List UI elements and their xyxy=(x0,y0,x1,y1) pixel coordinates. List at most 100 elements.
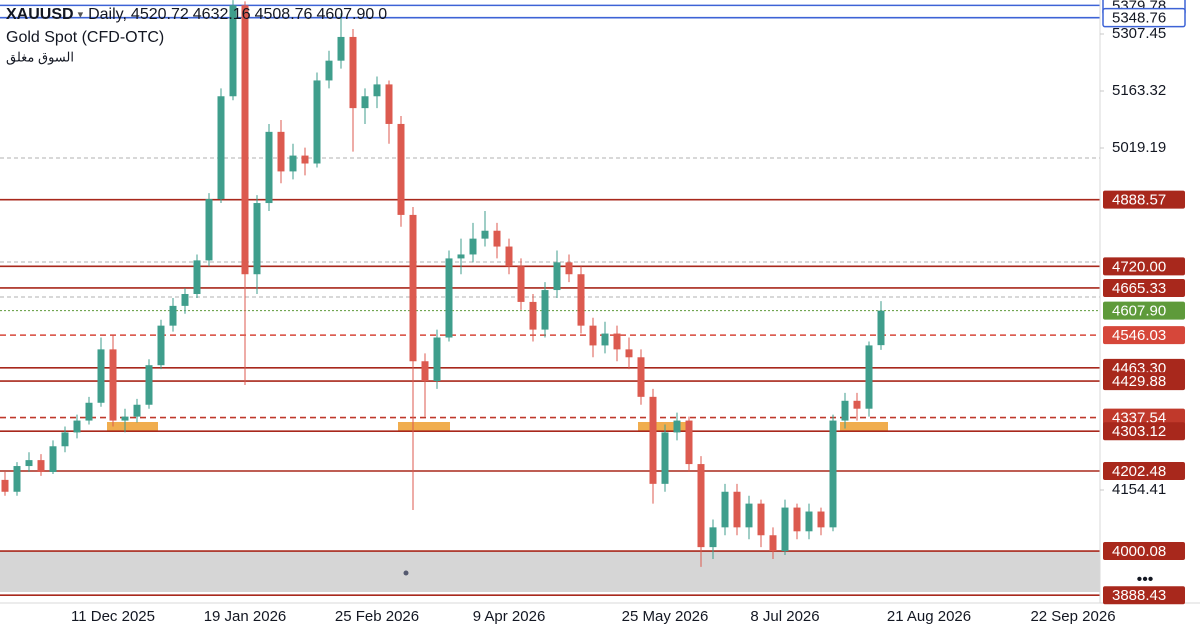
candle-body xyxy=(457,254,465,259)
zone-marker xyxy=(840,422,888,431)
candle-body xyxy=(85,402,93,421)
candle-body xyxy=(157,325,165,366)
market-status: السوق مغلق xyxy=(6,49,74,65)
candle-body xyxy=(361,96,369,109)
candle-body xyxy=(709,527,717,548)
low: 4508.76 xyxy=(255,6,313,23)
candle-body xyxy=(169,305,177,326)
candle-body xyxy=(817,511,825,528)
candle-body xyxy=(229,5,237,97)
x-tick-label: 22 Sep 2026 xyxy=(1030,608,1115,625)
more-menu[interactable]: ••• xyxy=(1137,571,1154,588)
candle-body xyxy=(397,123,405,215)
candle-body xyxy=(301,155,309,164)
candle-body xyxy=(721,491,729,528)
candle-body xyxy=(445,258,453,338)
level-box xyxy=(1103,586,1185,605)
dropdown-icon[interactable]: ▾ xyxy=(78,9,84,21)
candle-body xyxy=(1,479,9,492)
open: 4520.72 xyxy=(131,6,189,23)
level-label: 4546.03 xyxy=(1112,327,1166,344)
candle-body xyxy=(433,337,441,382)
candle-body xyxy=(313,80,321,164)
x-tick-label: 25 Feb 2026 xyxy=(335,608,419,625)
candle-body xyxy=(337,36,345,61)
subtitle: Gold Spot (CFD-OTC) xyxy=(6,29,164,46)
level-box xyxy=(1102,7,1186,28)
candle-body xyxy=(673,420,681,433)
last-price-label: 4607.90 xyxy=(1112,303,1166,320)
candle-body xyxy=(49,446,57,472)
y-tick-label: 5019.19 xyxy=(1112,139,1166,156)
candle-body xyxy=(325,60,333,81)
level-box xyxy=(1103,542,1185,561)
candle-body xyxy=(205,199,213,261)
x-tick-label: 25 May 2026 xyxy=(622,608,709,625)
candle-body xyxy=(253,203,261,275)
candle-body xyxy=(637,357,645,397)
level-box xyxy=(1103,372,1185,391)
candle-body xyxy=(865,345,873,409)
level-label: 4720.00 xyxy=(1112,258,1166,275)
level-box xyxy=(1103,461,1185,480)
y-tick-label: 4154.41 xyxy=(1112,481,1166,498)
candle-body xyxy=(181,294,189,306)
candle-body xyxy=(349,36,357,109)
candle-body xyxy=(97,349,105,403)
candle-body xyxy=(25,460,33,467)
level-box xyxy=(1103,422,1185,441)
candle-body xyxy=(217,96,225,200)
legend-line: XAUUSD ▾ Daily, 4520.72 4632.16 4508.76 4607.9… xyxy=(6,6,387,23)
candle-body xyxy=(277,131,285,172)
candle-body xyxy=(793,507,801,532)
level-label: 3888.43 xyxy=(1112,587,1166,604)
candle-body xyxy=(265,131,273,204)
zone-marker xyxy=(638,422,690,431)
candle-body xyxy=(421,361,429,382)
candle-body xyxy=(565,262,573,275)
x-tick-label: 21 Aug 2026 xyxy=(887,608,971,625)
candle-body xyxy=(613,333,621,350)
candle-body xyxy=(13,466,21,492)
candle-body xyxy=(133,404,141,417)
candle-body xyxy=(373,84,381,97)
candle-body xyxy=(769,535,777,552)
candle-body xyxy=(109,349,117,421)
candle-body xyxy=(469,238,477,255)
level-label: 4202.48 xyxy=(1112,463,1166,480)
candle-body xyxy=(601,333,609,346)
candle-body xyxy=(61,432,69,447)
x-tick-label: 11 Dec 2025 xyxy=(71,608,155,625)
candle-body xyxy=(805,511,813,532)
candle-body xyxy=(841,400,849,421)
candle-body xyxy=(781,507,789,552)
candle-body xyxy=(241,5,249,275)
level-box xyxy=(1103,326,1185,345)
candle-body xyxy=(757,503,765,536)
candle-body xyxy=(145,365,153,405)
marker-dot xyxy=(403,570,409,576)
last-price-box xyxy=(1103,301,1185,320)
level-label: 4000.08 xyxy=(1112,543,1166,560)
candle-body xyxy=(505,246,513,267)
candle-body xyxy=(625,349,633,358)
candle-body xyxy=(73,420,81,433)
level-label: 4429.88 xyxy=(1112,373,1166,390)
candle-body xyxy=(733,491,741,528)
candle-body xyxy=(745,503,753,528)
level-label: 4888.57 xyxy=(1112,192,1166,209)
candle-body xyxy=(589,325,597,346)
candle-body xyxy=(37,460,45,472)
candle-body xyxy=(541,290,549,330)
candle-body xyxy=(289,155,297,172)
candle-body xyxy=(409,214,417,362)
candle-body xyxy=(553,262,561,291)
level-label: 5348.76 xyxy=(1112,10,1166,27)
x-tick-label: 8 Jul 2026 xyxy=(750,608,819,625)
candle-body xyxy=(853,400,861,409)
level-box xyxy=(1103,278,1185,297)
zone xyxy=(0,551,1100,592)
interval: Daily, xyxy=(88,6,127,23)
